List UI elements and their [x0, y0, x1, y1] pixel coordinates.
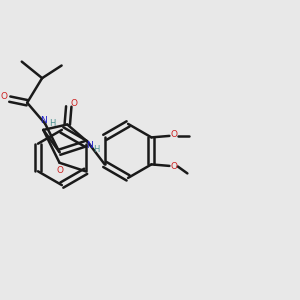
Text: O: O [171, 130, 178, 140]
Text: O: O [1, 92, 8, 101]
Text: O: O [71, 99, 78, 108]
Text: H: H [50, 119, 56, 128]
Text: N: N [40, 116, 47, 125]
Text: O: O [56, 166, 63, 175]
Text: N: N [86, 141, 92, 150]
Text: H: H [93, 145, 99, 154]
Text: O: O [171, 162, 178, 171]
